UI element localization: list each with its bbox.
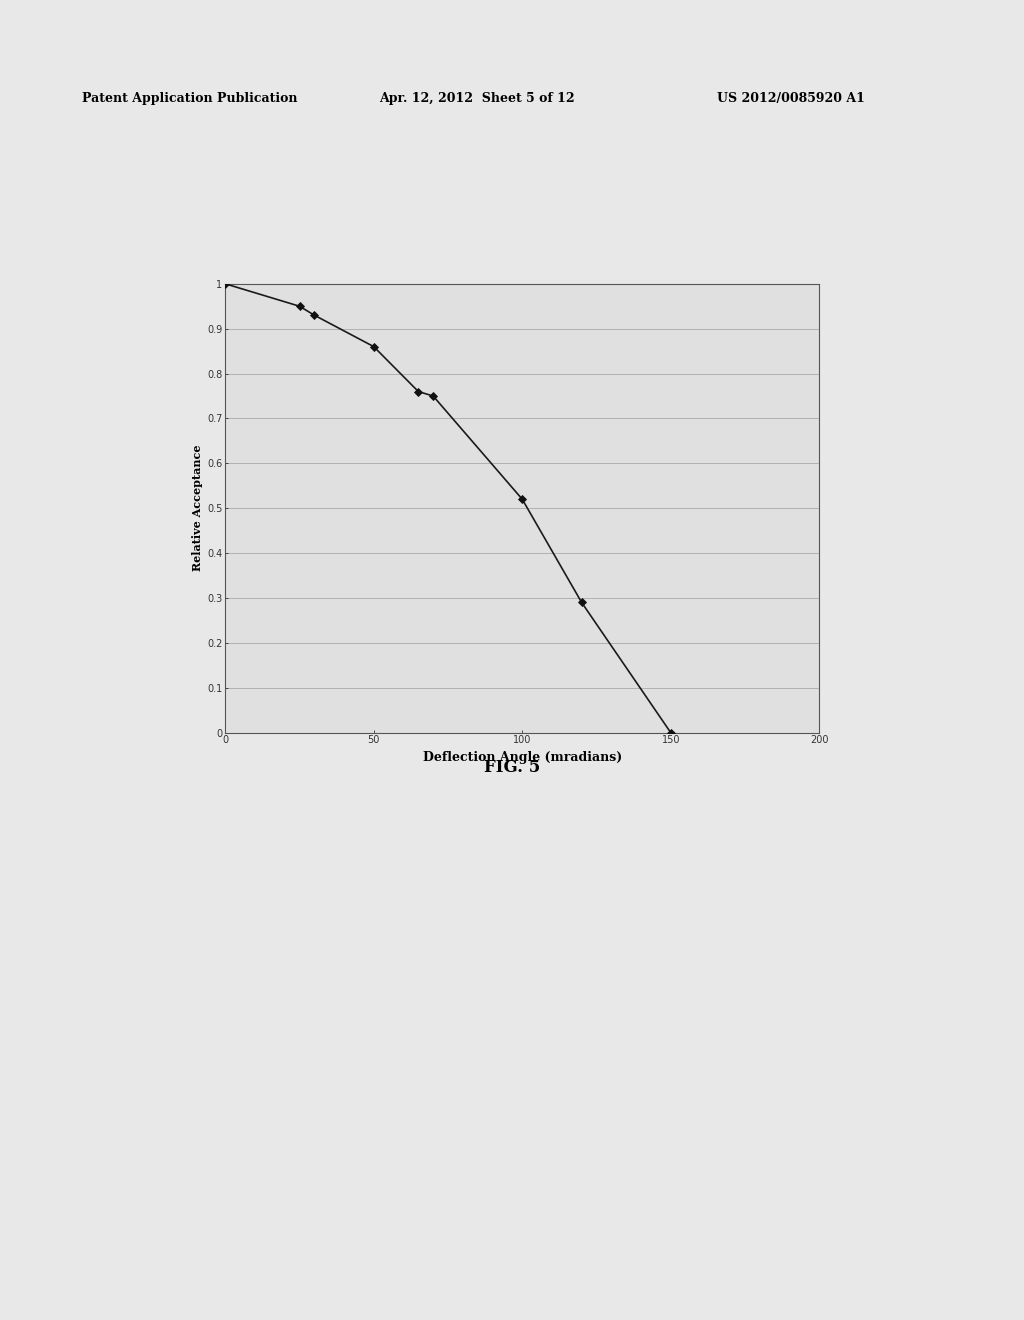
X-axis label: Deflection Angle (mradians): Deflection Angle (mradians) <box>423 751 622 764</box>
Text: FIG. 5: FIG. 5 <box>484 759 540 776</box>
Text: US 2012/0085920 A1: US 2012/0085920 A1 <box>717 92 864 106</box>
Text: Patent Application Publication: Patent Application Publication <box>82 92 297 106</box>
Text: Apr. 12, 2012  Sheet 5 of 12: Apr. 12, 2012 Sheet 5 of 12 <box>379 92 574 106</box>
Y-axis label: Relative Acceptance: Relative Acceptance <box>191 445 203 572</box>
